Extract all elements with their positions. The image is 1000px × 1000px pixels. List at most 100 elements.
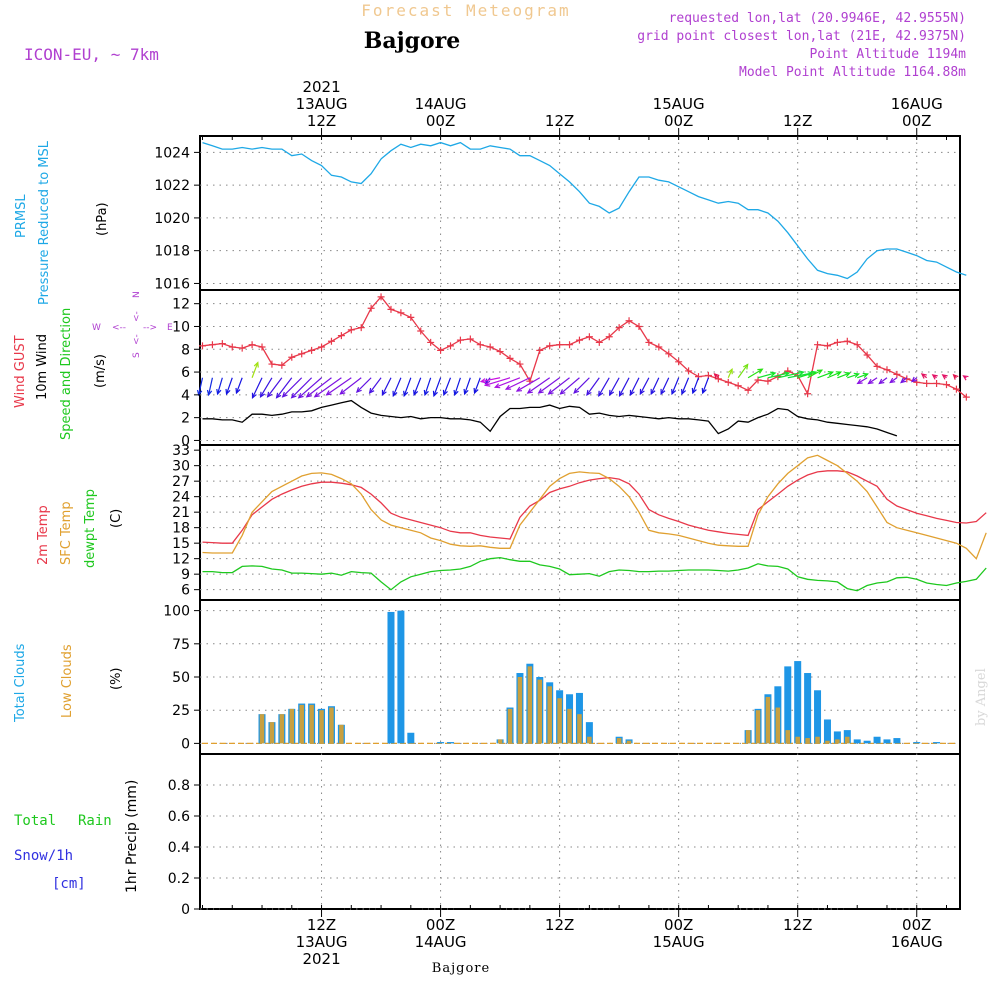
wind-arrow xyxy=(767,372,789,379)
total-cloud-bar xyxy=(933,742,941,744)
wind-arrow xyxy=(454,377,461,396)
gust-marker xyxy=(318,343,326,351)
gust-marker xyxy=(308,346,316,354)
low-cloud-bar xyxy=(329,707,334,744)
temp-ytick-label: 21 xyxy=(172,505,190,521)
wind-arrow xyxy=(495,377,521,388)
gust-marker xyxy=(377,293,385,301)
low-cloud-bar xyxy=(616,738,622,744)
temp-ytick-label: 9 xyxy=(181,567,190,583)
series-prmsl xyxy=(202,141,967,280)
wind-arrow xyxy=(433,377,442,397)
time-label-bottom: 13AUG xyxy=(296,933,348,951)
wind-ytick-label: 10 xyxy=(172,319,190,335)
gust-marker xyxy=(407,313,415,321)
wind-arrow-head xyxy=(650,388,656,396)
gust-marker xyxy=(833,338,841,346)
wind-arrow-head xyxy=(931,374,938,380)
temp-sfc-label: SFC Temp xyxy=(59,501,74,565)
wind-arrow-head xyxy=(671,388,677,396)
forecast-title: Forecast Meteogram xyxy=(361,1,570,20)
precip-unit: 1hr Precip (mm) xyxy=(124,780,140,893)
wind-arrow-head xyxy=(368,387,375,395)
wind-arrow-head xyxy=(281,391,288,398)
total-cloud-bar xyxy=(804,673,812,744)
wind-arrow xyxy=(381,377,392,396)
gust-marker xyxy=(883,366,891,374)
pressure-ytick-label: 1020 xyxy=(154,211,190,227)
wind-arrow-head xyxy=(757,368,764,374)
compass-s: S xyxy=(132,352,142,358)
gust-marker xyxy=(952,385,960,393)
low-cloud-bar xyxy=(289,708,295,744)
wind-arrow-head xyxy=(259,391,266,398)
low-cloud-bar xyxy=(557,698,562,744)
gust-marker xyxy=(962,393,970,401)
precip-total-label: Total xyxy=(14,813,56,829)
low-cloud-bar xyxy=(785,730,791,744)
gust-marker xyxy=(347,326,355,334)
low-cloud-bar xyxy=(765,696,771,744)
gust-marker xyxy=(387,305,395,313)
wind-ytick-label: 2 xyxy=(181,411,190,427)
wind-arrow-head xyxy=(453,389,459,397)
wind-arrow xyxy=(235,377,243,394)
wind-arrow-head xyxy=(962,375,969,381)
low-cloud-bar xyxy=(339,724,344,744)
wind-gust-label: Wind GUST xyxy=(13,335,28,408)
low-cloud-bar xyxy=(279,714,285,744)
wind-unit: (m/s) xyxy=(93,354,108,388)
gust-marker xyxy=(665,350,673,358)
low-cloud-bar xyxy=(815,736,820,744)
wind-arrow-head xyxy=(473,387,479,395)
gust-marker xyxy=(566,341,574,349)
wind-arrow-head xyxy=(297,392,304,399)
gust-marker xyxy=(298,350,306,358)
wind-arrow-head xyxy=(713,372,720,379)
wind-arrow-head xyxy=(743,363,749,370)
time-label-bottom: 15AUG xyxy=(653,933,705,951)
time-label-bottom: 12Z xyxy=(307,916,336,934)
wind-arrow xyxy=(702,377,709,394)
wind-arrow-head xyxy=(206,389,213,397)
wind-arrow xyxy=(573,377,590,394)
time-label-top: 12Z xyxy=(545,112,574,130)
wind-arrow-head xyxy=(639,388,645,396)
low-cloud-bar xyxy=(845,736,850,744)
precip-panel-frame xyxy=(199,753,961,910)
wind-arrow-head xyxy=(432,390,438,398)
wind-arrow-head xyxy=(305,392,312,398)
wind-arrow xyxy=(629,377,640,396)
gust-marker xyxy=(437,346,445,354)
gust-marker xyxy=(645,338,653,346)
gust-marker xyxy=(585,333,593,341)
gust-marker xyxy=(258,343,266,351)
gust-marker xyxy=(933,379,941,387)
clouds-ytick-label: 100 xyxy=(163,604,190,620)
wind-arrow xyxy=(267,377,283,398)
temp-ytick-label: 27 xyxy=(172,474,190,490)
wind-arrow xyxy=(777,371,804,379)
wind-arrow-head xyxy=(681,388,687,396)
pressure-unit: (hPa) xyxy=(95,202,110,236)
low-cloud-bar xyxy=(497,739,503,744)
wind-arrow xyxy=(505,377,531,390)
low-cloud-bar xyxy=(319,710,324,744)
gust-marker xyxy=(575,336,583,344)
grid-lines xyxy=(200,136,960,910)
wind-arrow-head xyxy=(618,390,624,398)
compass-rose: N W E S <-- --> <- <- xyxy=(92,291,173,358)
low-cloud-bar xyxy=(259,714,265,744)
temp-ytick-label: 15 xyxy=(172,536,190,552)
gust-marker xyxy=(744,386,752,394)
wind-arrow-head xyxy=(770,371,777,377)
low-cloud-bar xyxy=(517,677,523,744)
precip-ytick-label: 0.2 xyxy=(168,871,190,887)
gust-marker xyxy=(764,377,772,385)
wind-arrow xyxy=(586,377,600,396)
gust-marker xyxy=(615,324,623,332)
gust-marker xyxy=(923,379,931,387)
gust-marker xyxy=(327,337,335,345)
wind-arrow-head xyxy=(381,389,387,397)
gust-marker xyxy=(417,327,425,335)
